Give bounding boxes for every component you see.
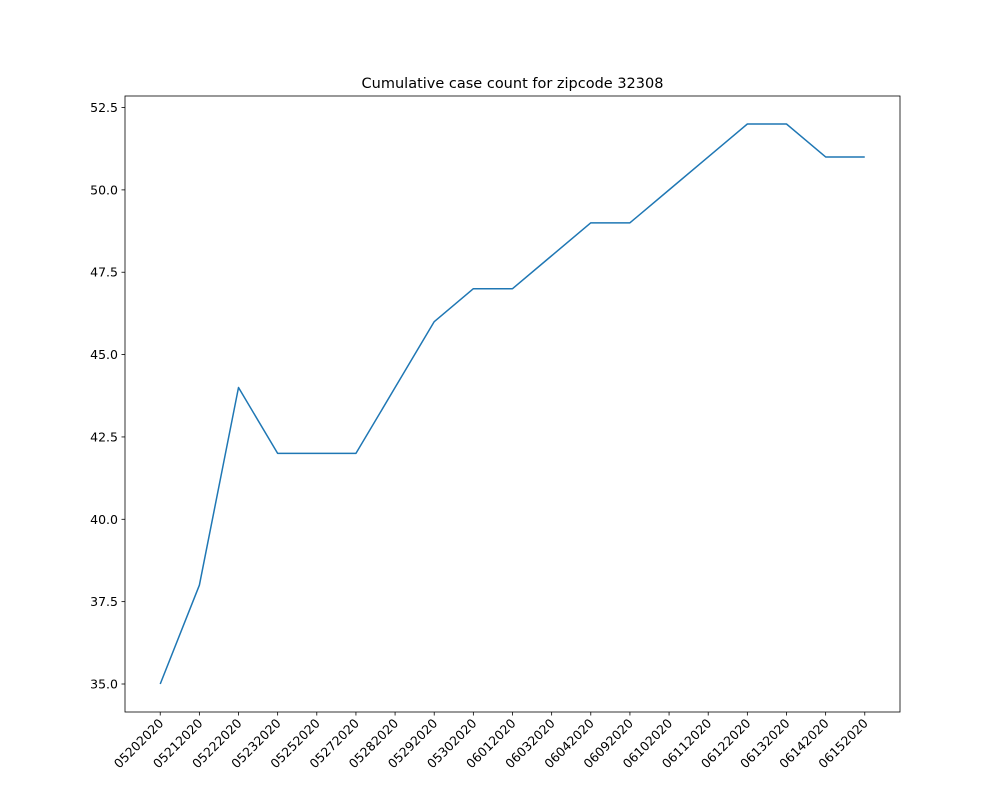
plot-area: 35.037.540.042.545.047.550.052.505202020… [90,95,901,771]
y-tick-label: 50.0 [90,182,118,197]
y-tick-label: 45.0 [90,347,118,362]
y-tick-label: 35.0 [90,677,118,692]
chart-title: Cumulative case count for zipcode 32308 [362,76,664,92]
y-tick-label: 37.5 [90,594,118,609]
series-line [159,123,865,685]
plot-frame [124,95,901,713]
y-tick-label: 47.5 [90,265,118,280]
y-tick-label: 42.5 [90,429,118,444]
y-tick-label: 52.5 [90,100,118,115]
y-tick-label: 40.0 [90,512,118,527]
